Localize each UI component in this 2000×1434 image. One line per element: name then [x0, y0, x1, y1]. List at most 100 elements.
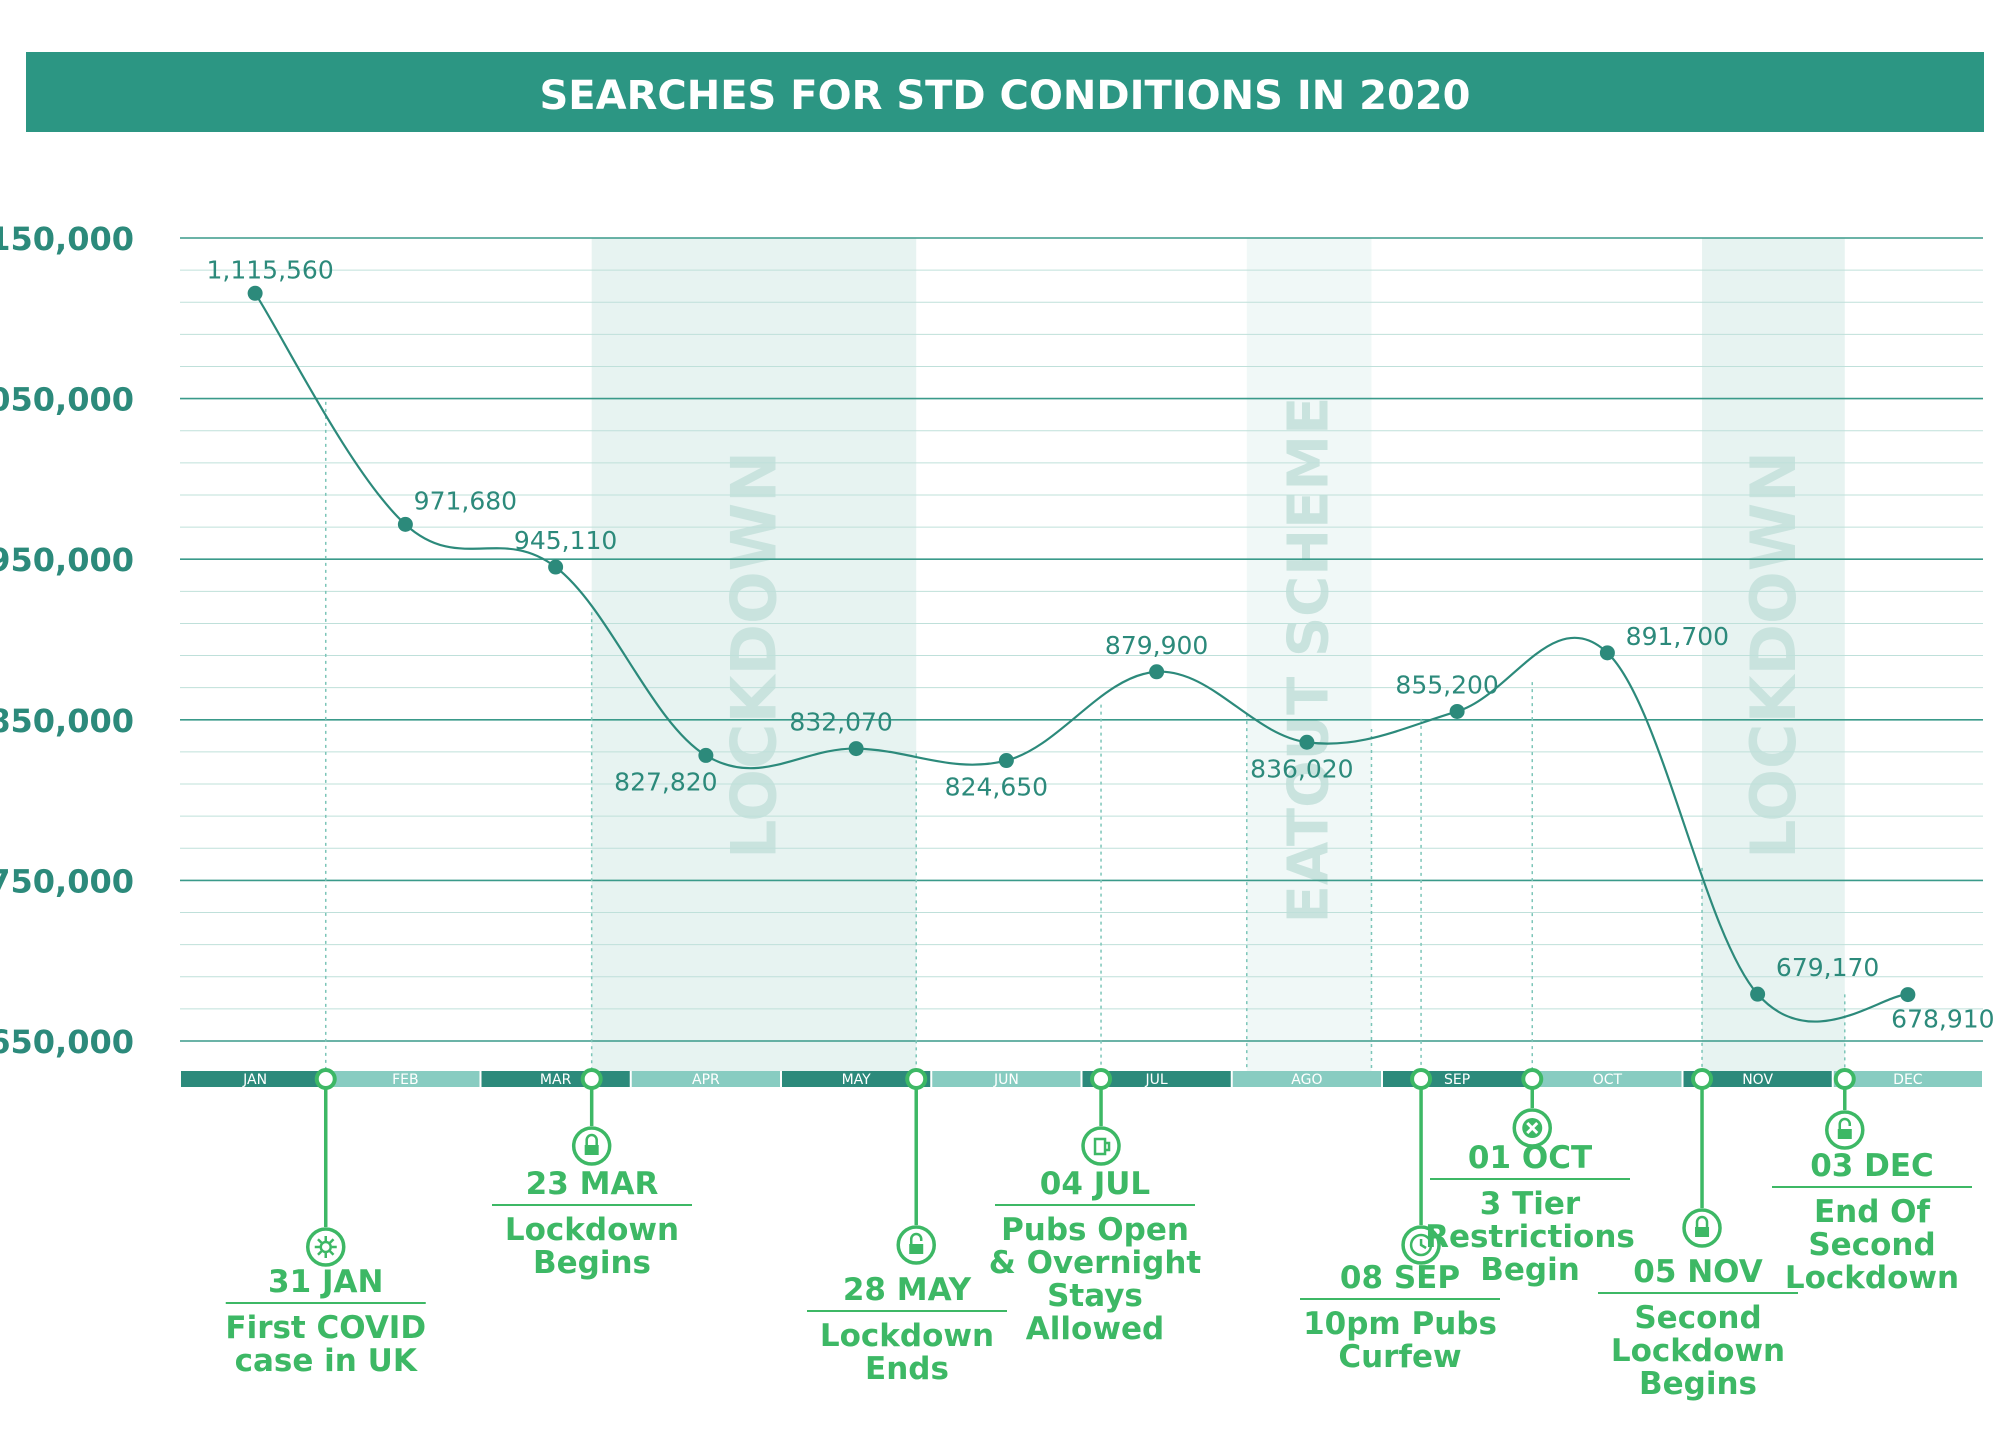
- month-band: [331, 1071, 480, 1087]
- data-point: [548, 559, 564, 575]
- y-tick-label: 950,000: [0, 541, 134, 579]
- lock-open-icon: [1825, 1110, 1865, 1150]
- event-description: Second: [1808, 1227, 1935, 1263]
- event-date: 28 MAY: [843, 1272, 972, 1308]
- event-description: Lockdown: [1611, 1333, 1785, 1369]
- month-axis: JAN FEB MAR APR MAY JUN JUL AGO SEP OCT NOV DEC: [181, 1071, 1982, 1088]
- event-description: Lockdown: [505, 1212, 679, 1248]
- data-label: 971,680: [414, 486, 517, 515]
- month-band: [1232, 1071, 1381, 1087]
- event-date: 05 NOV: [1633, 1254, 1762, 1290]
- y-tick-label: 1,150,000: [0, 220, 134, 258]
- data-point: [1599, 645, 1615, 661]
- month-label: JUN: [993, 1072, 1019, 1088]
- data-point: [247, 285, 263, 301]
- y-axis-tick-labels: 1,150,000 1,050,000 950,000 850,000 750,000 6…: [0, 220, 134, 1061]
- data-point: [1900, 987, 1916, 1003]
- series-line: [254, 292, 1908, 1023]
- event-description: Restrictions: [1425, 1219, 1635, 1255]
- month-label: SEP: [1444, 1072, 1470, 1088]
- lock-closed-icon: [571, 1126, 612, 1166]
- month-band: [181, 1071, 330, 1087]
- shaded-period-label: EATOUT SCHEME: [1277, 397, 1342, 924]
- event-description: Begins: [533, 1245, 651, 1281]
- gridlines: [180, 237, 1983, 1042]
- data-point: [998, 753, 1014, 769]
- data-label: 891,700: [1626, 622, 1729, 651]
- data-label: 679,170: [1776, 953, 1879, 982]
- month-label: DEC: [1893, 1072, 1923, 1088]
- y-tick-label: 750,000: [0, 862, 134, 900]
- event-description: End Of: [1814, 1194, 1931, 1230]
- data-point: [848, 741, 864, 757]
- shaded-period: [1702, 238, 1845, 1071]
- month-label: JUL: [1145, 1072, 1168, 1088]
- data-label: 836,020: [1250, 754, 1353, 783]
- month-label: AGO: [1291, 1072, 1322, 1088]
- title-banner: [26, 52, 1984, 132]
- data-label: 824,650: [945, 773, 1048, 802]
- data-point: [1149, 664, 1165, 680]
- data-point: [698, 747, 714, 763]
- month-band: [631, 1071, 780, 1087]
- month-label: NOV: [1742, 1072, 1773, 1088]
- event-description: case in UK: [235, 1343, 418, 1379]
- event-date: 23 MAR: [526, 1166, 659, 1202]
- month-label: FEB: [392, 1072, 419, 1088]
- month-band: [782, 1071, 931, 1087]
- month-band: [1082, 1071, 1231, 1087]
- event-marker: [1521, 1068, 1544, 1090]
- event-description: Begins: [1639, 1366, 1757, 1402]
- month-band: [1833, 1071, 1982, 1087]
- data-label: 827,820: [614, 767, 717, 796]
- event-marker: [1410, 1068, 1433, 1090]
- data-label: 879,900: [1105, 631, 1208, 660]
- virus-icon: [305, 1227, 346, 1267]
- event-description: & Overnight: [989, 1245, 1202, 1281]
- event-description: Lockdown: [1785, 1260, 1959, 1296]
- event-description: Curfew: [1338, 1339, 1461, 1375]
- month-band: [1533, 1071, 1682, 1087]
- beer-icon: [1081, 1126, 1121, 1166]
- month-label: MAR: [540, 1072, 572, 1088]
- y-tick-label: 650,000: [0, 1023, 134, 1061]
- event-marker: [905, 1068, 928, 1090]
- data-label: 855,200: [1395, 670, 1498, 699]
- month-label: MAY: [842, 1072, 872, 1088]
- event-description: Second: [1634, 1300, 1761, 1336]
- event-description: Lockdown: [820, 1318, 994, 1354]
- month-band: [932, 1071, 1081, 1087]
- event-marker: [1833, 1068, 1856, 1090]
- event-marker: [1090, 1068, 1113, 1090]
- event-marker: [314, 1068, 337, 1090]
- shaded-period: [1246, 238, 1372, 1071]
- event-description: 3 Tier: [1480, 1186, 1581, 1222]
- event-description: Ends: [865, 1351, 949, 1387]
- data-label: 678,910: [1891, 1005, 1994, 1034]
- event-date: 01 OCT: [1468, 1140, 1592, 1176]
- lock-open-icon: [896, 1225, 936, 1265]
- event-marker: [1691, 1068, 1714, 1090]
- data-point: [1299, 734, 1315, 750]
- event-date: 08 SEP: [1340, 1260, 1460, 1296]
- event-date: 04 JUL: [1040, 1166, 1150, 1202]
- shaded-period-label: LOCKDOWN: [717, 451, 790, 859]
- y-tick-label: 850,000: [0, 702, 134, 740]
- event-description: Begin: [1480, 1252, 1580, 1288]
- prohibited-icon: [1512, 1108, 1552, 1148]
- shaded-periods: LOCKDOWN EATOUT SCHEME LOCKDOWN: [591, 238, 1845, 1071]
- data-point: [1449, 703, 1465, 719]
- shaded-period-label: LOCKDOWN: [1737, 451, 1810, 859]
- data-point: [1750, 986, 1766, 1002]
- event-description: 10pm Pubs: [1303, 1306, 1497, 1342]
- event-description: Stays: [1047, 1278, 1143, 1314]
- event-marker: [580, 1068, 603, 1090]
- month-label: APR: [692, 1072, 720, 1088]
- event-date: 03 DEC: [1810, 1148, 1934, 1184]
- event-description: First COVID: [225, 1310, 426, 1346]
- month-label: JAN: [242, 1072, 267, 1088]
- chart-title: SEARCHES FOR STD CONDITIONS IN 2020: [540, 73, 1471, 119]
- data-label: 1,115,560: [207, 255, 334, 284]
